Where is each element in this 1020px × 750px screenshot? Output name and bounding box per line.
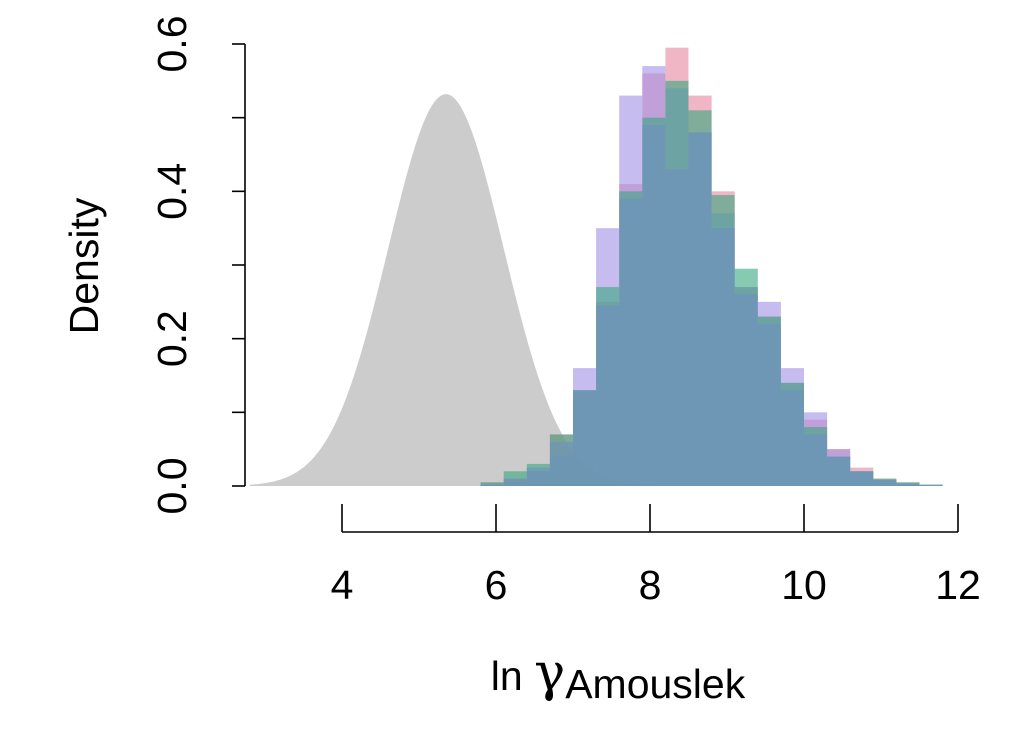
y-axis-title: Density	[61, 197, 107, 334]
histogram-bar	[734, 294, 758, 486]
prior-density-layer	[249, 94, 650, 487]
x-axis-title-subscript: Amouslek	[565, 661, 746, 707]
histogram-bar	[549, 441, 573, 486]
histogram-bar	[850, 471, 874, 486]
y-tick-label: 0.0	[149, 458, 195, 515]
histogram-bar	[642, 125, 666, 486]
y-ticks-layer: 0.0 0.2 0.4 0.6	[149, 16, 245, 515]
x-tick-label: 4	[331, 562, 354, 608]
histogram-bar	[896, 483, 920, 486]
x-tick-label: 6	[485, 562, 508, 608]
histogram-bar	[619, 198, 643, 486]
histogram-bar	[480, 484, 504, 486]
histogram-bar	[919, 485, 943, 486]
y-tick-label: 0.4	[149, 163, 195, 220]
histogram-bars-layer	[480, 47, 943, 487]
y-tick-label: 0.6	[149, 16, 195, 73]
x-axis-title: ln γAmouslek	[491, 643, 746, 707]
x-tick-label: 8	[639, 562, 662, 608]
x-ticks-layer: 4 6 8 10 12	[331, 504, 981, 608]
histogram-bar	[780, 390, 804, 486]
histogram-bar	[573, 390, 597, 486]
histogram-bar	[480, 482, 504, 486]
histogram-bar	[711, 228, 735, 487]
histogram-bar	[688, 132, 712, 486]
histogram-bar	[757, 323, 781, 486]
histogram-bar	[526, 467, 550, 486]
histogram-bar	[596, 305, 620, 486]
histogram-bar	[665, 169, 689, 487]
x-axis-title-prefix: ln	[491, 653, 534, 699]
y-tick-label: 0.2	[149, 310, 195, 367]
histogram-bar	[873, 480, 897, 486]
x-tick-label: 10	[781, 562, 827, 608]
histogram-bar	[804, 434, 828, 486]
prior-density-area	[249, 94, 650, 487]
histogram-bar	[503, 478, 527, 486]
histogram-series-4	[480, 125, 943, 487]
histogram-bar	[827, 456, 851, 486]
x-axis-title-symbol: γ	[534, 643, 565, 703]
x-tick-label: 12	[935, 562, 981, 608]
